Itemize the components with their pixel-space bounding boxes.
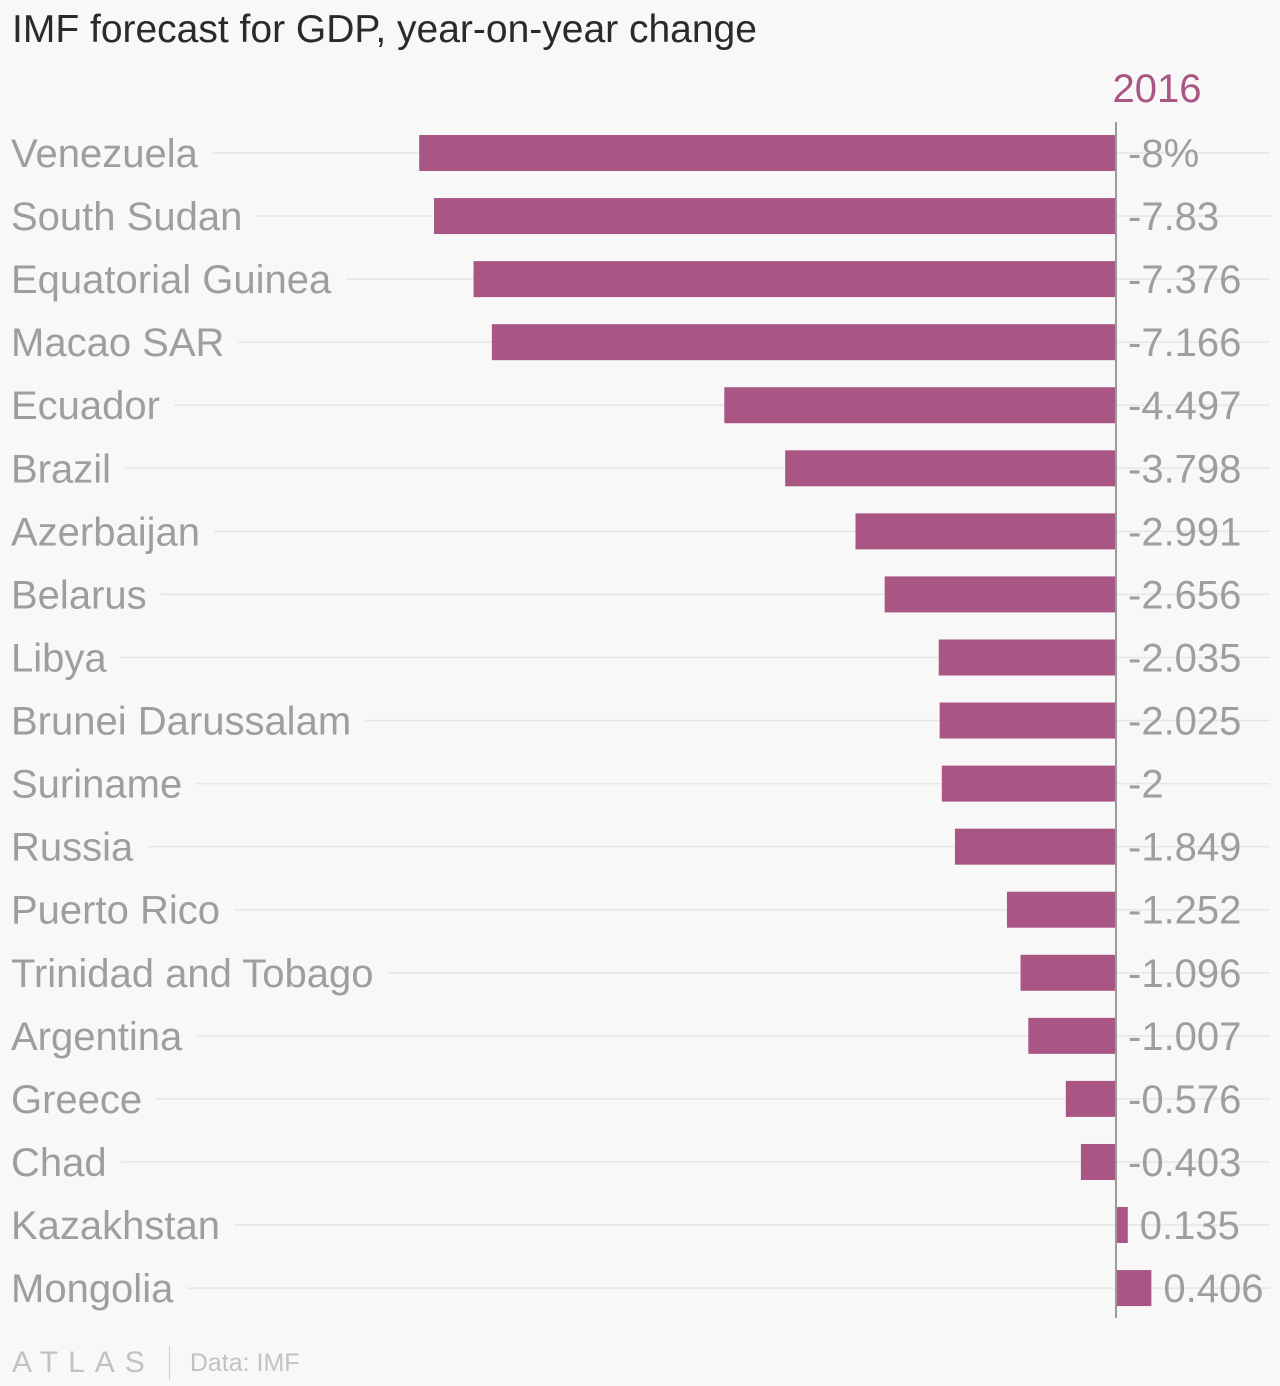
bar bbox=[954, 828, 1116, 865]
value-label: -7.166 bbox=[1128, 321, 1241, 365]
category-label: Brazil bbox=[11, 447, 111, 491]
bars bbox=[419, 135, 1152, 1307]
category-label: Argentina bbox=[11, 1015, 183, 1059]
label-backdrop bbox=[7, 653, 122, 662]
value-label: -7.376 bbox=[1128, 258, 1241, 302]
bar bbox=[1006, 891, 1116, 928]
value-label: -1.096 bbox=[1128, 952, 1241, 996]
label-backdrop bbox=[7, 149, 213, 157]
bar bbox=[855, 513, 1116, 550]
category-label: Greece bbox=[11, 1078, 142, 1122]
bar bbox=[724, 387, 1116, 424]
category-label: Belarus bbox=[11, 573, 147, 617]
label-backdrop bbox=[7, 842, 149, 851]
category-labels: Venezuela South Sudan Equatorial Guinea Mac… bbox=[11, 132, 374, 1311]
value-label: -4.497 bbox=[1128, 384, 1241, 428]
bar-chart: Venezuela South Sudan Equatorial Guinea Mac… bbox=[7, 67, 1270, 1318]
label-backdrop bbox=[7, 212, 257, 221]
bar bbox=[1020, 954, 1116, 991]
value-label: -2.656 bbox=[1128, 573, 1241, 617]
label-backdrop bbox=[7, 716, 366, 725]
bar bbox=[1028, 1017, 1116, 1054]
label-backdrop bbox=[7, 1157, 121, 1166]
value-label: -1.007 bbox=[1128, 1015, 1241, 1059]
category-label: Suriname bbox=[11, 763, 182, 807]
label-backdrop bbox=[7, 968, 388, 977]
label-backdrop bbox=[7, 1221, 235, 1230]
category-label: Azerbaijan bbox=[11, 510, 200, 554]
bar bbox=[491, 324, 1116, 361]
bar bbox=[939, 702, 1116, 739]
label-backdrop bbox=[7, 1094, 157, 1103]
category-label: Kazakhstan bbox=[11, 1204, 220, 1248]
label-backdrop bbox=[7, 275, 346, 284]
label-backdrop bbox=[7, 401, 174, 410]
label-backdrop bbox=[7, 905, 234, 914]
category-label: Chad bbox=[11, 1141, 107, 1185]
bar bbox=[941, 765, 1116, 802]
value-label: -2.991 bbox=[1128, 510, 1241, 554]
bar bbox=[1116, 1270, 1152, 1307]
series-label: 2016 bbox=[1113, 67, 1202, 111]
value-label: -2.025 bbox=[1128, 700, 1241, 744]
bar bbox=[1065, 1080, 1116, 1117]
bar bbox=[884, 576, 1116, 613]
category-label: Puerto Rico bbox=[11, 889, 220, 933]
category-label: Trinidad and Tobago bbox=[11, 952, 374, 996]
value-label: 0.135 bbox=[1140, 1204, 1240, 1248]
bar bbox=[785, 450, 1116, 487]
footer: ATLAS Data: IMF bbox=[12, 1346, 300, 1380]
source-note: Data: IMF bbox=[189, 1348, 300, 1377]
category-label: Venezuela bbox=[11, 132, 199, 176]
value-label: -7.83 bbox=[1128, 195, 1219, 239]
bar bbox=[473, 261, 1116, 298]
label-backdrop bbox=[7, 1284, 189, 1293]
value-label: -2 bbox=[1128, 763, 1164, 807]
category-label: South Sudan bbox=[11, 195, 242, 239]
category-label: Russia bbox=[11, 826, 134, 870]
value-label: -2.035 bbox=[1128, 636, 1241, 680]
label-backdrop bbox=[7, 338, 239, 347]
value-label: -3.798 bbox=[1128, 447, 1241, 491]
value-label: -0.403 bbox=[1128, 1141, 1241, 1185]
footer-divider bbox=[168, 1346, 170, 1380]
bar bbox=[1080, 1143, 1116, 1180]
value-label: 0.406 bbox=[1163, 1267, 1263, 1311]
chart-title: IMF forecast for GDP, year-on-year chang… bbox=[12, 8, 757, 51]
value-label: -0.576 bbox=[1128, 1078, 1241, 1122]
value-label: -1.849 bbox=[1128, 826, 1241, 870]
value-label: -8% bbox=[1128, 132, 1199, 176]
category-label: Equatorial Guinea bbox=[11, 258, 332, 302]
value-labels: -8% -7.83 -7.376 -7.166 -4.497 -3.798 -2.991 -2… bbox=[1128, 132, 1263, 1311]
bar bbox=[434, 198, 1117, 235]
bar bbox=[938, 639, 1116, 676]
category-label: Libya bbox=[11, 636, 107, 680]
value-label: -1.252 bbox=[1128, 889, 1241, 933]
brand-logo: ATLAS bbox=[12, 1346, 155, 1379]
bar bbox=[419, 135, 1116, 171]
category-label: Mongolia bbox=[11, 1267, 174, 1311]
category-label: Brunei Darussalam bbox=[11, 700, 351, 744]
label-backdrop bbox=[7, 527, 215, 536]
label-backdrop bbox=[7, 1031, 197, 1040]
label-backdrop bbox=[7, 590, 161, 599]
category-label: Macao SAR bbox=[11, 321, 224, 365]
bar bbox=[1116, 1207, 1128, 1244]
label-backdrop bbox=[7, 779, 197, 788]
category-label: Ecuador bbox=[11, 384, 160, 428]
label-backdrop bbox=[7, 464, 126, 473]
